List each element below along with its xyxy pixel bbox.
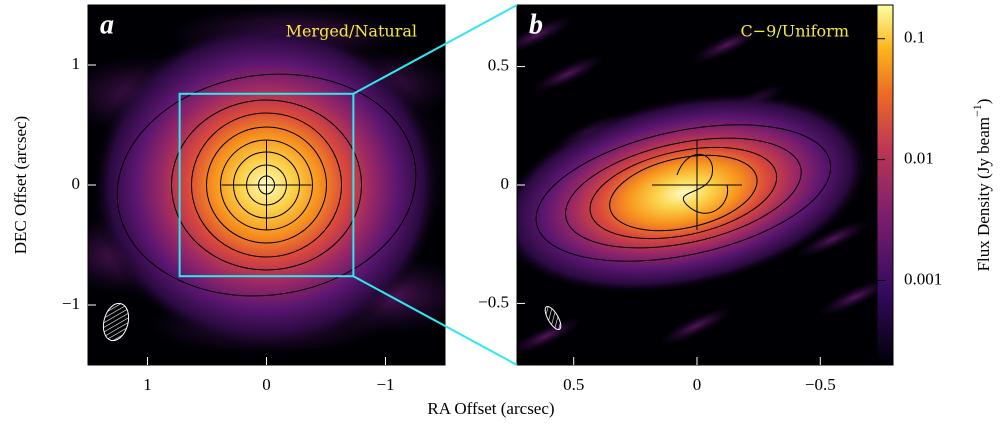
x-axis-label: RA Offset (arcsec) — [427, 399, 554, 418]
emission-haze — [690, 26, 764, 64]
emission-haze — [659, 307, 733, 345]
colorbar-tick-label: 0.1 — [904, 28, 925, 47]
colorbar-tick-label: 0.01 — [904, 149, 934, 168]
beam — [544, 305, 562, 331]
zoom-box — [178, 92, 355, 278]
colorbar — [876, 4, 894, 366]
contour — [676, 153, 729, 214]
emission-haze — [818, 278, 877, 316]
y-axis-label: DEC Offset (arcsec) — [11, 116, 30, 254]
y-tick-label: −0.5 — [478, 292, 509, 311]
y-tick-label: 0.5 — [488, 55, 509, 74]
x-tick-label: −1 — [376, 375, 394, 394]
x-tick-label: 0 — [262, 375, 271, 394]
y-tick-label: 1 — [72, 54, 81, 73]
panel-title: C−9/Uniform — [741, 22, 850, 41]
emission — [517, 92, 871, 294]
contour — [191, 112, 342, 258]
zoom-connector — [352, 4, 518, 95]
x-tick-label: 0.5 — [563, 375, 584, 394]
y-tick-label: −1 — [62, 294, 80, 313]
contour — [206, 126, 327, 244]
y-tick-label: 0 — [72, 174, 81, 193]
x-tick-label: 1 — [143, 375, 152, 394]
beam — [102, 302, 130, 342]
image-panel — [517, 5, 877, 365]
contour — [171, 99, 362, 271]
contour — [116, 73, 417, 297]
emission-haze — [796, 220, 870, 258]
emission-haze — [531, 55, 605, 93]
panel-letter: b — [529, 9, 543, 40]
image-panel — [88, 5, 445, 365]
colorbar-tick-label: 0.001 — [904, 269, 942, 288]
contour — [589, 146, 778, 240]
contour — [565, 137, 802, 249]
panel-letter: a — [100, 9, 114, 40]
emission-haze — [517, 16, 574, 54]
contour — [535, 124, 832, 262]
x-tick-label: 0 — [693, 375, 702, 394]
contour — [609, 154, 758, 232]
zoom-connector — [352, 275, 518, 366]
colorbar-label: Flux Density (Jy beam−1) — [970, 99, 993, 272]
panel-title: Merged/Natural — [286, 22, 417, 41]
x-tick-label: −0.5 — [805, 375, 836, 394]
y-tick-label: 0 — [501, 174, 510, 193]
emission-haze — [517, 317, 583, 355]
